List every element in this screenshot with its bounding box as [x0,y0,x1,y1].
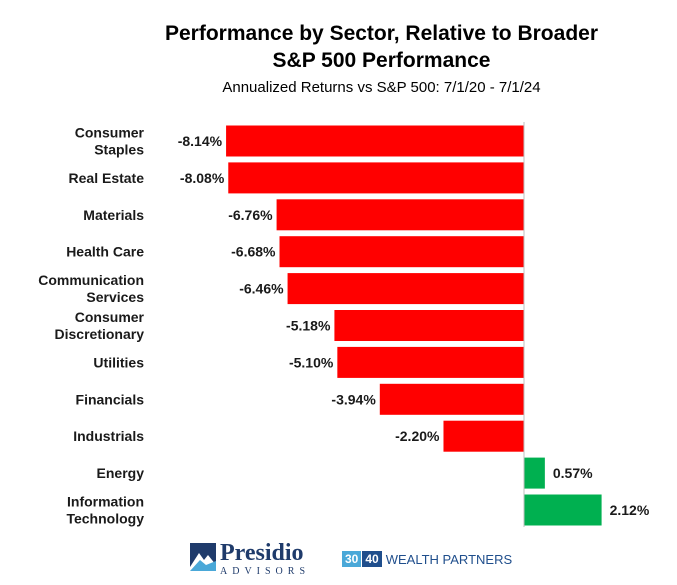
bar-2 [276,199,524,231]
value-label-8: -2.20% [395,428,440,444]
value-label-0: -8.14% [178,133,223,149]
category-label-4: Communication Services [38,272,144,305]
wealth-partners-logo: 30 40 WEALTH PARTNERS [342,551,512,567]
wealth-partners-text: WEALTH PARTNERS [385,551,513,567]
value-label-9: 0.57% [553,465,593,481]
chart-title-line-2: S&P 500 Performance [272,49,491,72]
category-label-5: Consumer Discretionary [55,309,145,342]
presidio-advisors-logo: Presidio ADVISORS [190,541,310,578]
wealth-40-badge: 40 [362,551,382,567]
bar-7 [379,383,524,415]
value-label-10: 2.12% [610,502,650,518]
bar-10 [524,494,602,526]
category-label-10: Information Technology [66,494,144,527]
bar-3 [279,236,524,268]
presidio-subtitle: ADVISORS [220,566,311,577]
category-label-6: Utilities [93,354,144,370]
bar-5 [334,310,524,341]
category-label-2: Materials [83,207,144,223]
bar-6 [337,346,524,378]
footer-logos: Presidio ADVISORS 30 40 WEALTH PARTNERS [0,538,677,578]
bar-9 [524,457,545,489]
bar-chart: -8.14% Consumer Staples -8.08% Real Estate -6… [38,122,650,527]
value-label-5: -5.18% [286,318,331,334]
value-label-1: -8.08% [180,170,225,186]
wealth-30-badge: 30 [342,551,362,567]
value-label-4: -6.46% [239,281,284,297]
value-label-6: -5.10% [289,354,334,370]
category-label-7: Financials [76,391,145,407]
bar-4 [287,273,524,305]
category-label-1: Real Estate [69,170,145,186]
chart-subtitle: Annualized Returns vs S&P 500: 7/1/20 - … [222,79,541,96]
value-label-3: -6.68% [231,244,276,260]
bar-1 [228,162,524,194]
category-label-9: Energy [97,465,145,481]
mountain-icon [190,543,216,571]
category-label-8: Industrials [73,428,144,444]
category-label-0: Consumer Staples [75,125,145,158]
category-label-3: Health Care [66,244,144,260]
chart-title-line-1: Performance by Sector, Relative to Broad… [165,22,598,45]
presidio-name: Presidio [220,540,304,566]
value-label-7: -3.94% [331,391,376,407]
bar-8 [443,420,524,452]
bar-0 [226,125,525,157]
chart-title: Performance by Sector, Relative to Broad… [0,20,677,74]
value-label-2: -6.76% [228,207,273,223]
